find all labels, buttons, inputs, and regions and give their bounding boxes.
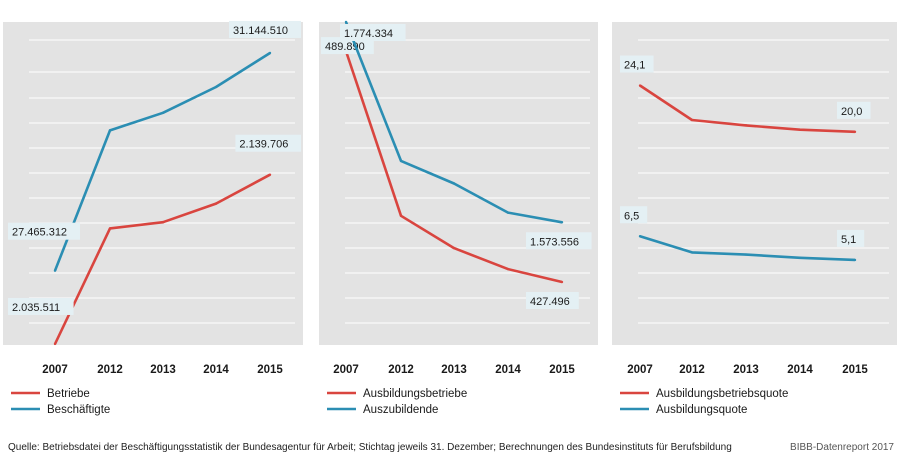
legend-label: Beschäftigte bbox=[47, 404, 110, 416]
data-label: 24,1 bbox=[624, 60, 645, 72]
data-label: 1.573.556 bbox=[530, 236, 579, 248]
data-point bbox=[798, 256, 802, 259]
data-point bbox=[690, 251, 694, 254]
data-label-box bbox=[8, 222, 80, 240]
data-point bbox=[161, 220, 165, 224]
data-point bbox=[560, 221, 564, 224]
x-tick-label: 2012 bbox=[388, 364, 414, 376]
chart-panel-1: 2007 2012 2013 2014 2015 2.035.511 2.139.706 Be… bbox=[3, 20, 303, 416]
data-point bbox=[744, 253, 748, 256]
legend-label: Betriebe bbox=[47, 388, 90, 400]
data-label: 5,1 bbox=[841, 234, 856, 246]
data-label: 1.774.334 bbox=[344, 28, 393, 40]
data-point bbox=[161, 111, 165, 115]
data-point bbox=[268, 51, 272, 55]
data-label-box bbox=[235, 134, 301, 152]
legend-label: Ausbildungsquote bbox=[656, 404, 747, 416]
data-label: 6,5 bbox=[624, 210, 639, 222]
data-label-box bbox=[340, 24, 406, 41]
data-label-box bbox=[526, 232, 592, 250]
data-label-box bbox=[620, 206, 648, 224]
panel-background bbox=[3, 22, 303, 345]
data-point bbox=[214, 85, 218, 89]
data-point bbox=[452, 182, 456, 185]
brand-label: BIBB-Datenreport 2017 bbox=[790, 442, 894, 453]
data-point bbox=[108, 227, 112, 230]
legend-label: Auszubildende bbox=[363, 404, 438, 416]
data-point bbox=[853, 258, 857, 262]
chart-panel-3: 2007 2012 2013 2014 2015 24,1 20,0 Ausbildungsb… bbox=[612, 22, 897, 416]
data-label-box bbox=[8, 297, 74, 315]
source-note: Quelle: Betriebsdatei der Beschäftigungs… bbox=[8, 442, 732, 453]
data-point bbox=[452, 246, 456, 250]
x-tick-label: 2013 bbox=[150, 364, 176, 376]
data-label: 27.465.312 bbox=[12, 227, 67, 239]
data-point bbox=[214, 202, 218, 205]
panel-background bbox=[612, 22, 897, 345]
data-point bbox=[798, 128, 802, 131]
data-point bbox=[744, 124, 748, 127]
data-label: 2.139.706 bbox=[239, 139, 288, 151]
data-label-box bbox=[620, 55, 654, 73]
x-tick-label: 2012 bbox=[97, 364, 123, 376]
data-label: 427.496 bbox=[530, 296, 570, 308]
data-label-box bbox=[526, 292, 579, 310]
data-point bbox=[638, 235, 642, 238]
x-tick-label: 2015 bbox=[257, 364, 283, 376]
x-tick-label: 2013 bbox=[441, 364, 467, 376]
panel-background bbox=[319, 22, 598, 345]
x-tick-label: 2007 bbox=[333, 364, 359, 376]
data-point bbox=[53, 269, 57, 272]
data-point bbox=[853, 130, 857, 134]
data-label: 2.035.511 bbox=[12, 302, 60, 314]
x-tick-label: 2015 bbox=[842, 364, 868, 376]
data-label-box bbox=[837, 101, 871, 119]
x-tick-label: 2014 bbox=[203, 364, 229, 376]
legend-label: Ausbildungsbetriebsquote bbox=[656, 388, 788, 400]
data-point bbox=[506, 211, 510, 214]
chart-panel-2: 2007 2012 2013 2014 2015489.890427.496Ausbil… bbox=[319, 20, 598, 416]
x-tick-label: 2007 bbox=[42, 364, 68, 376]
x-tick-label: 2014 bbox=[495, 364, 521, 376]
x-tick-label: 2015 bbox=[549, 364, 575, 376]
data-point bbox=[53, 342, 57, 346]
data-label-box bbox=[321, 37, 374, 55]
data-point bbox=[399, 214, 403, 217]
x-tick-label: 2014 bbox=[787, 364, 813, 376]
data-point bbox=[399, 159, 403, 163]
data-point bbox=[108, 129, 112, 132]
data-label: 31.144.510 bbox=[233, 25, 288, 37]
data-point bbox=[560, 280, 564, 284]
x-tick-label: 2012 bbox=[679, 364, 705, 376]
data-point bbox=[344, 20, 348, 24]
x-tick-label: 2007 bbox=[627, 364, 653, 376]
data-point bbox=[506, 267, 510, 271]
data-point bbox=[690, 118, 694, 122]
data-label-box bbox=[837, 229, 865, 247]
data-point bbox=[268, 173, 272, 176]
x-tick-label: 2013 bbox=[733, 364, 759, 376]
legend-label: Ausbildungsbetriebe bbox=[363, 388, 467, 400]
data-point bbox=[638, 84, 642, 87]
data-label: 20,0 bbox=[841, 106, 862, 118]
data-label-box bbox=[229, 20, 301, 38]
